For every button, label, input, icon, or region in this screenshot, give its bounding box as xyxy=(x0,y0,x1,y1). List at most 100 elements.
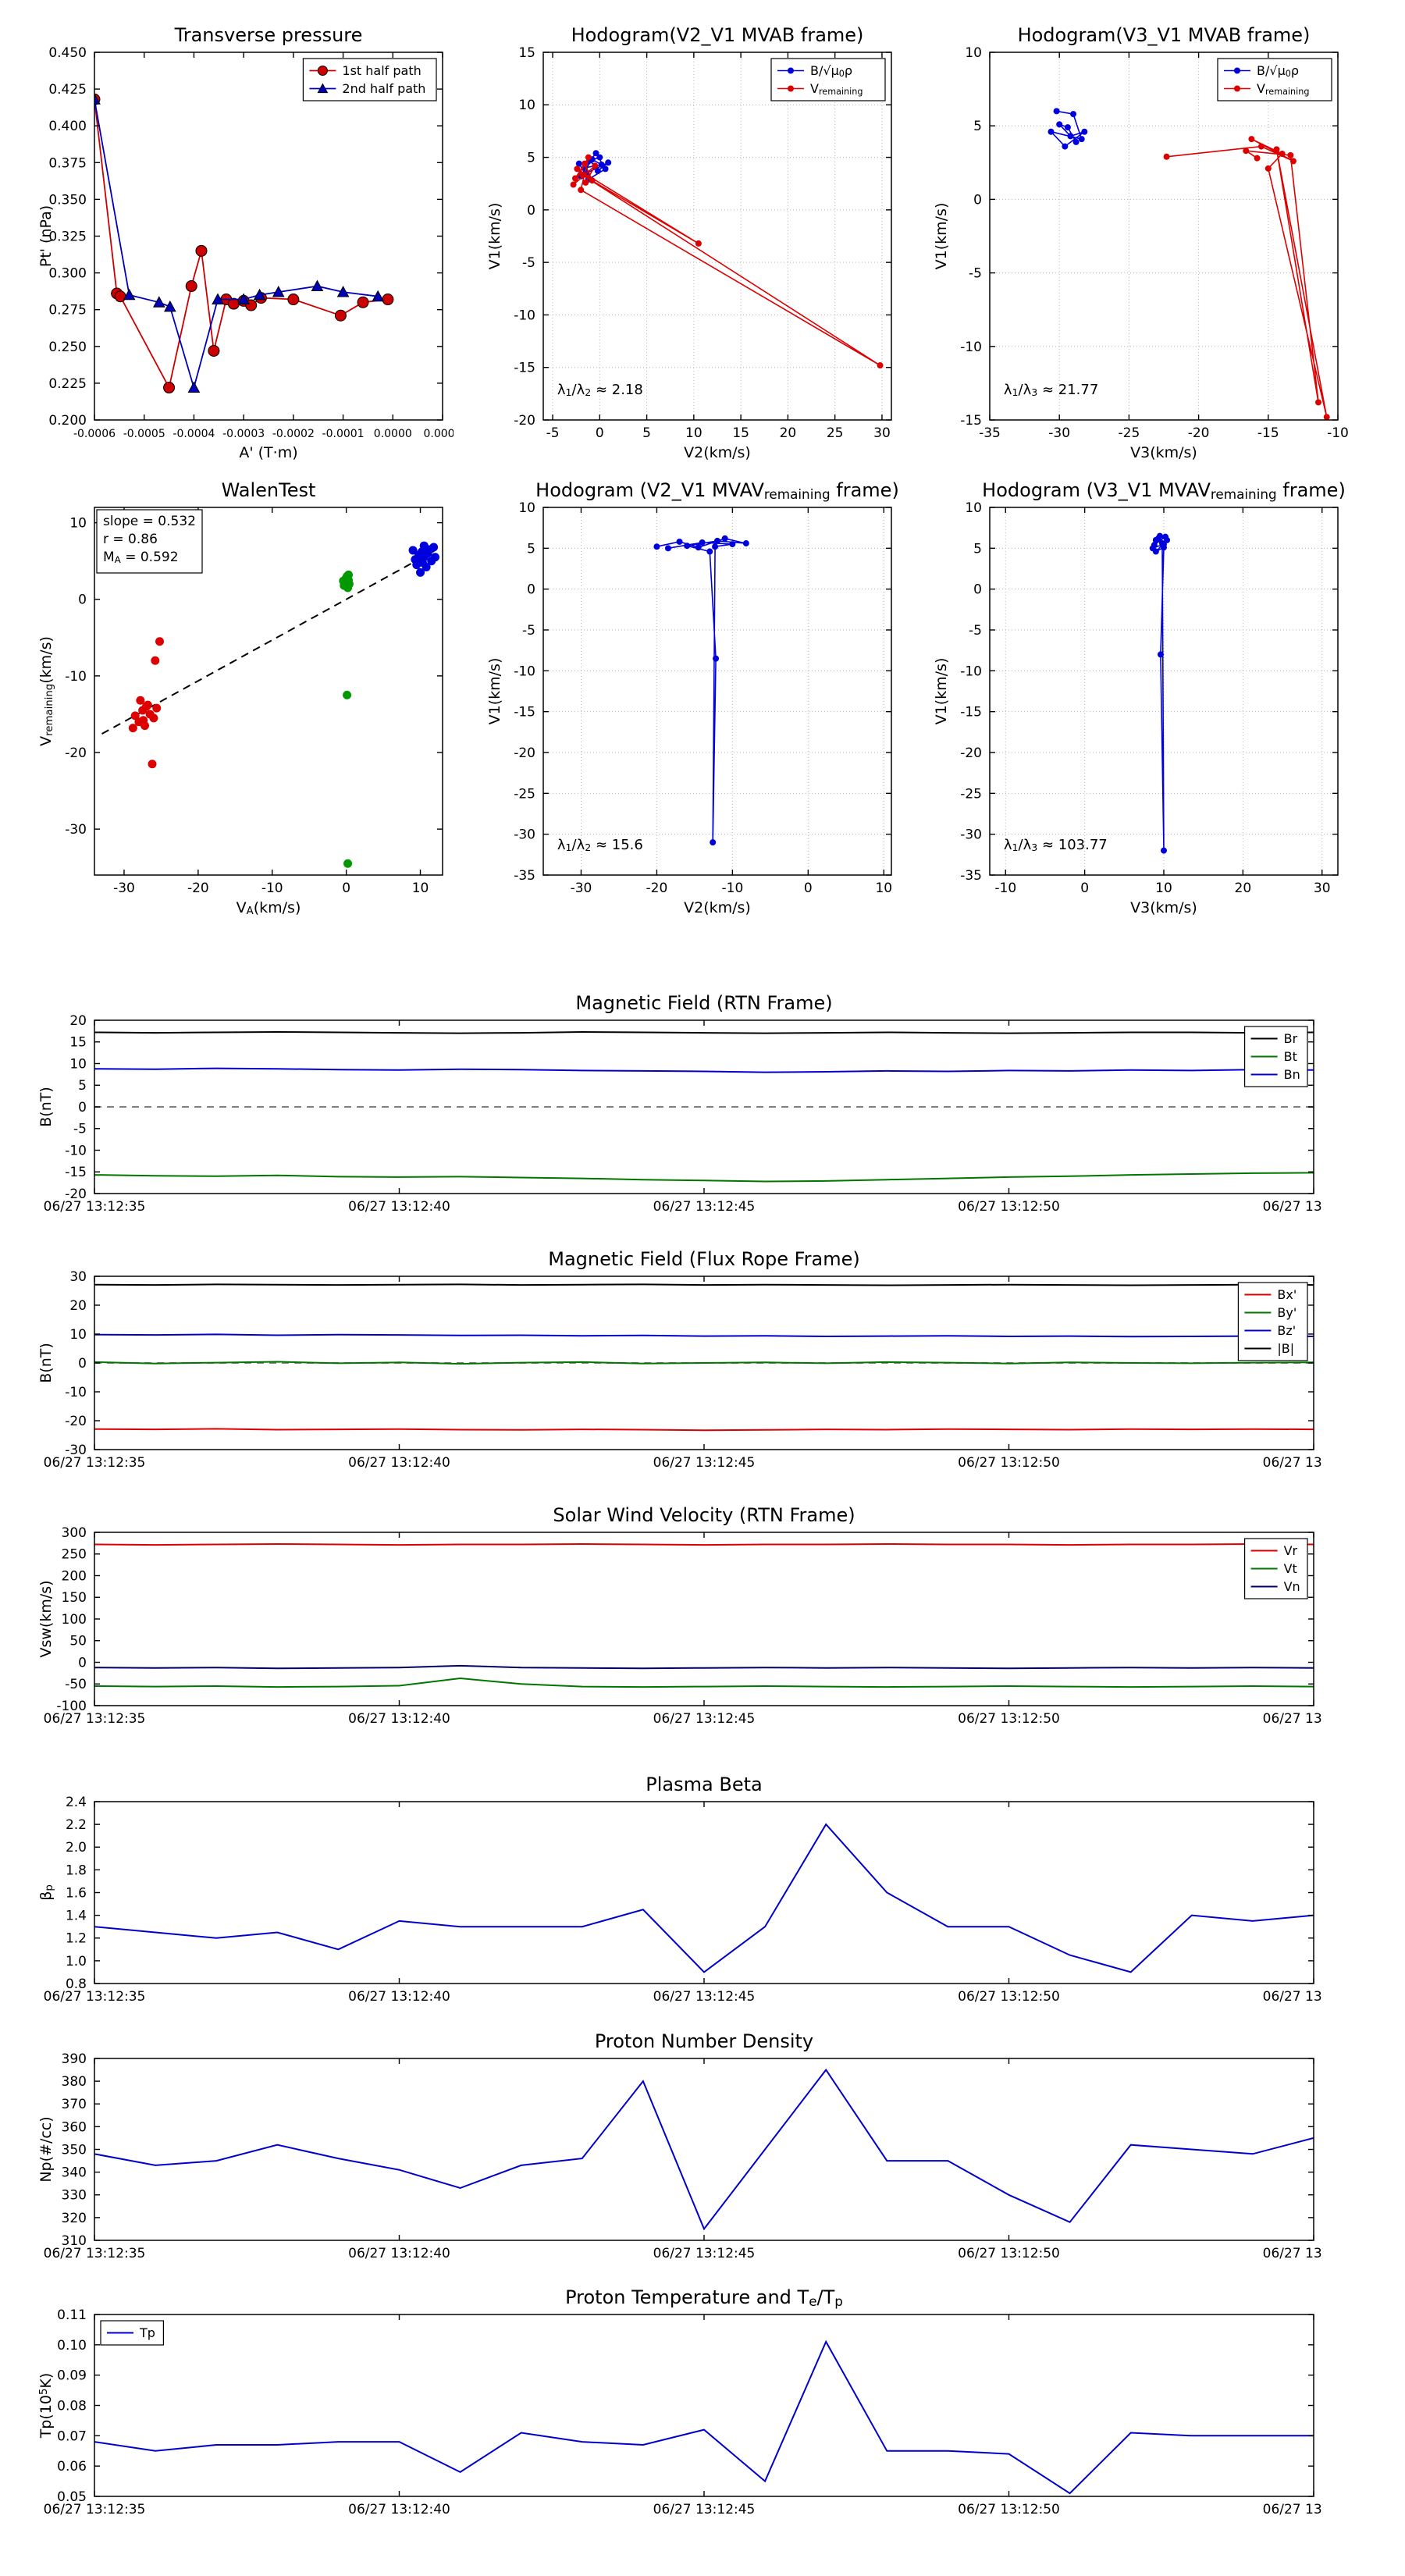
svg-text:320: 320 xyxy=(62,2211,87,2226)
svg-text:06/27 13:12:35: 06/27 13:12:35 xyxy=(44,1455,146,1471)
svg-text:10: 10 xyxy=(69,1327,87,1343)
svg-text:25: 25 xyxy=(827,425,844,441)
svg-text:0.400: 0.400 xyxy=(48,119,87,134)
svg-text:-15: -15 xyxy=(1257,425,1279,441)
svg-text:slope = 0.532: slope = 0.532 xyxy=(103,514,196,529)
svg-text:-35: -35 xyxy=(514,868,535,884)
svg-text:5: 5 xyxy=(973,541,982,557)
svg-text:-15: -15 xyxy=(514,361,535,376)
svg-text:5: 5 xyxy=(527,151,535,166)
svg-text:Vt: Vt xyxy=(1284,1561,1297,1576)
svg-text:Solar Wind Velocity (RTN Frame: Solar Wind Velocity (RTN Frame) xyxy=(553,1504,855,1526)
svg-text:10: 10 xyxy=(518,500,535,516)
svg-text:-0.0003: -0.0003 xyxy=(222,428,265,440)
svg-text:2.0: 2.0 xyxy=(66,1840,87,1856)
svg-text:V1(km/s): V1(km/s) xyxy=(486,203,503,270)
svg-text:V1(km/s): V1(km/s) xyxy=(933,658,950,725)
svg-text:06/27 13:12:45: 06/27 13:12:45 xyxy=(653,2502,756,2517)
svg-text:0.09: 0.09 xyxy=(57,2368,87,2384)
svg-text:06/27 13:12:45: 06/27 13:12:45 xyxy=(653,1455,756,1471)
svg-text:10: 10 xyxy=(685,425,702,441)
svg-text:V2(km/s): V2(km/s) xyxy=(684,444,751,461)
svg-text:06/27 13:12:45: 06/27 13:12:45 xyxy=(653,2246,756,2261)
svg-text:350: 350 xyxy=(62,2142,87,2158)
svg-text:0.275: 0.275 xyxy=(48,303,87,318)
svg-text:06/27 13:12:40: 06/27 13:12:40 xyxy=(348,1455,450,1471)
svg-text:06/27 13:12:45: 06/27 13:12:45 xyxy=(653,1989,756,2005)
svg-text:0.225: 0.225 xyxy=(48,376,87,392)
svg-text:0.200: 0.200 xyxy=(48,413,87,429)
svg-text:0.325: 0.325 xyxy=(48,229,87,244)
svg-text:0: 0 xyxy=(596,425,604,441)
svg-text:06/27 13:12:55: 06/27 13:12:55 xyxy=(1263,1199,1323,1215)
svg-text:Transverse pressure: Transverse pressure xyxy=(174,24,363,46)
svg-text:0: 0 xyxy=(527,582,535,598)
plot-transverse-pressure: -0.0006 -0.0005 -0.0004 -0.0003 -0.0002 -0.00… xyxy=(35,20,462,468)
svg-text:370: 370 xyxy=(62,2097,87,2112)
svg-text:5: 5 xyxy=(973,119,982,134)
svg-text:06/27 13:12:50: 06/27 13:12:50 xyxy=(958,2502,1060,2517)
svg-text:0.300: 0.300 xyxy=(48,266,87,282)
svg-text:06/27 13:12:55: 06/27 13:12:55 xyxy=(1263,1711,1323,1727)
svg-text:VA(km/s): VA(km/s) xyxy=(237,899,301,917)
plot-hodogram-v2v1-mvav: -30 -20 -10 0 10 -35 -30 -25 -20 -15 -10 -5 0 5 10 Hodo… xyxy=(484,475,902,923)
plot-proton-number-density: 06/27 13:12:35 06/27 13:12:40 06/27 13:12:… xyxy=(35,2027,1364,2264)
svg-text:Np(#/cc): Np(#/cc) xyxy=(37,2116,55,2182)
svg-text:15: 15 xyxy=(732,425,749,441)
svg-text:Magnetic Field (RTN Frame): Magnetic Field (RTN Frame) xyxy=(575,992,832,1014)
svg-text:Tp: Tp xyxy=(139,2325,155,2340)
svg-text:-5: -5 xyxy=(969,266,982,282)
svg-text:-10: -10 xyxy=(960,340,982,355)
svg-text:06/27 13:12:40: 06/27 13:12:40 xyxy=(348,1711,450,1727)
svg-text:-0.0006: -0.0006 xyxy=(73,428,116,440)
svg-text:Vremaining: Vremaining xyxy=(1257,81,1309,97)
svg-text:0.10: 0.10 xyxy=(57,2338,87,2354)
svg-text:|B|: |B| xyxy=(1277,1341,1294,1356)
svg-text:-20: -20 xyxy=(514,413,535,429)
svg-text:360: 360 xyxy=(62,2119,87,2135)
svg-text:06/27 13:12:40: 06/27 13:12:40 xyxy=(348,2502,450,2517)
svg-text:06/27 13:12:45: 06/27 13:12:45 xyxy=(653,1711,756,1727)
svg-text:0: 0 xyxy=(527,203,535,219)
svg-text:20: 20 xyxy=(1235,881,1252,896)
svg-text:0.05: 0.05 xyxy=(57,2489,87,2505)
svg-text:0.0000: 0.0000 xyxy=(374,428,412,440)
svg-text:06/27 13:12:50: 06/27 13:12:50 xyxy=(958,1711,1060,1727)
svg-text:2nd half path: 2nd half path xyxy=(342,81,425,96)
svg-text:-30: -30 xyxy=(514,827,535,843)
svg-text:-20: -20 xyxy=(646,881,668,896)
svg-text:10: 10 xyxy=(412,881,429,896)
svg-text:A' (T·m): A' (T·m) xyxy=(239,444,297,461)
svg-text:-30: -30 xyxy=(571,881,592,896)
svg-text:0.450: 0.450 xyxy=(48,45,87,61)
svg-text:06/27 13:12:55: 06/27 13:12:55 xyxy=(1263,1989,1323,2005)
svg-text:Vsw(km/s): Vsw(km/s) xyxy=(37,1580,55,1657)
plot-walen-test: -30 -20 -10 0 10 -30 -20 -10 0 10 WalenTest VA(km/s… xyxy=(35,475,454,923)
svg-text:06/27 13:12:35: 06/27 13:12:35 xyxy=(44,1199,146,1215)
svg-text:06/27 13:12:50: 06/27 13:12:50 xyxy=(958,1455,1060,1471)
svg-text:-10: -10 xyxy=(994,881,1016,896)
svg-text:λ1/λ2 ≈ 15.6: λ1/λ2 ≈ 15.6 xyxy=(557,837,643,853)
svg-text:-0.0001: -0.0001 xyxy=(322,428,365,440)
svg-text:30: 30 xyxy=(1314,881,1331,896)
svg-text:-0.0005: -0.0005 xyxy=(123,428,165,440)
svg-text:Hodogram(V3_V1 MVAB frame): Hodogram(V3_V1 MVAB frame) xyxy=(1018,24,1311,46)
svg-text:380: 380 xyxy=(62,2074,87,2090)
svg-text:06/27 13:12:35: 06/27 13:12:35 xyxy=(44,2502,146,2517)
plot-hodogram-v3v1-mvav: -10 0 10 20 30 -35 -30 -25 -20 -15 -10 -5 0 5 10 Hodogr… xyxy=(930,475,1349,923)
plot-magnetic-field-flux-rope: 06/27 13:12:35 06/27 13:12:40 06/27 13:12:… xyxy=(35,1245,1364,1473)
svg-text:Br: Br xyxy=(1284,1031,1298,1046)
svg-text:βp: βp xyxy=(37,1884,55,1901)
svg-text:10: 10 xyxy=(69,516,87,532)
svg-text:-20: -20 xyxy=(65,1414,87,1429)
svg-text:Hodogram (V2_V1 MVAVremaining: Hodogram (V2_V1 MVAVremaining frame) xyxy=(535,479,899,502)
svg-text:0.375: 0.375 xyxy=(48,155,87,171)
svg-text:300: 300 xyxy=(62,1525,87,1541)
svg-text:-15: -15 xyxy=(65,1165,87,1180)
svg-text:-25: -25 xyxy=(514,786,535,802)
svg-text:-0.0002: -0.0002 xyxy=(272,428,315,440)
svg-text:06/27 13:12:40: 06/27 13:12:40 xyxy=(348,2246,450,2261)
svg-text:5: 5 xyxy=(78,1078,87,1094)
svg-text:V1(km/s): V1(km/s) xyxy=(486,658,503,725)
svg-text:-10: -10 xyxy=(261,881,283,896)
